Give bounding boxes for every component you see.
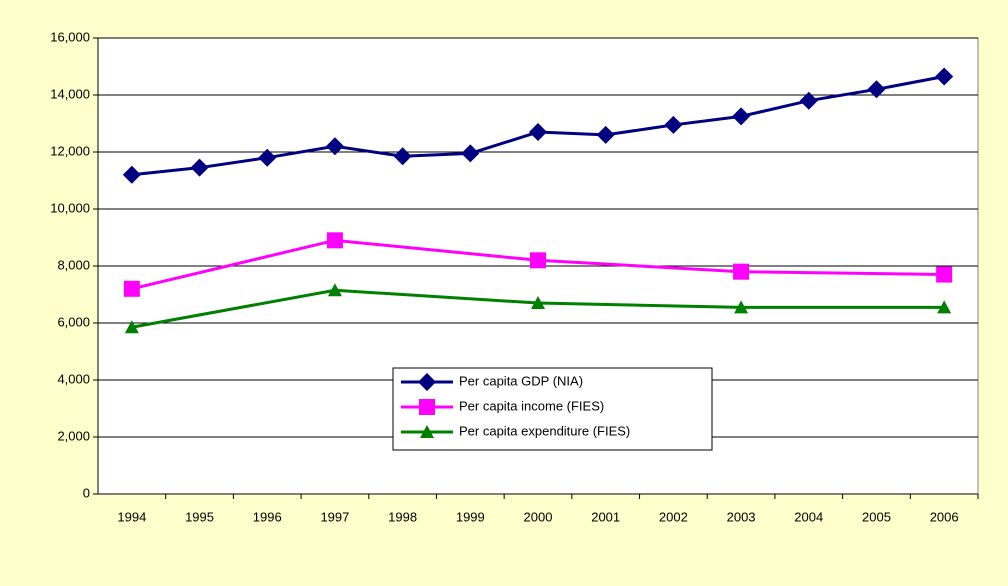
y-tick-label: 14,000 xyxy=(50,86,90,101)
y-tick-label: 10,000 xyxy=(50,200,90,215)
marker xyxy=(325,137,344,156)
marker xyxy=(122,165,141,184)
y-tick-label: 6,000 xyxy=(57,314,90,329)
y-tick-label: 12,000 xyxy=(50,143,90,158)
legend-label: Per capita income (FIES) xyxy=(459,398,604,413)
marker xyxy=(732,107,751,126)
legend-marker xyxy=(420,425,434,438)
x-tick-label: 1996 xyxy=(253,509,282,524)
x-tick-label: 1998 xyxy=(388,509,417,524)
marker xyxy=(529,123,547,142)
x-tick-label: 2006 xyxy=(930,509,959,524)
x-tick-label: 2003 xyxy=(727,509,756,524)
marker xyxy=(190,158,209,177)
y-tick-label: 16,000 xyxy=(50,29,90,44)
x-tick-label: 2004 xyxy=(794,509,823,524)
marker xyxy=(664,115,683,134)
marker xyxy=(326,232,343,249)
legend-label: Per capita GDP (NIA) xyxy=(459,373,583,388)
marker xyxy=(596,125,615,144)
marker xyxy=(867,80,886,99)
x-tick-label: 1997 xyxy=(320,509,349,524)
marker xyxy=(393,147,412,166)
marker xyxy=(124,320,139,334)
x-tick-label: 2005 xyxy=(862,509,891,524)
x-tick-label: 2001 xyxy=(591,509,620,524)
legend-label: Per capita expenditure (FIES) xyxy=(459,423,630,438)
marker xyxy=(734,300,749,314)
marker xyxy=(937,300,952,314)
marker xyxy=(258,148,277,167)
y-tick-label: 0 xyxy=(83,485,90,500)
marker xyxy=(733,263,750,280)
x-tick-label: 1995 xyxy=(185,509,214,524)
x-tick-label: 1999 xyxy=(456,509,485,524)
x-tick-label: 1994 xyxy=(117,509,146,524)
x-tick-label: 2002 xyxy=(659,509,688,524)
marker xyxy=(123,280,140,297)
x-tick-label: 2000 xyxy=(524,509,553,524)
marker xyxy=(530,252,546,269)
legend-marker xyxy=(419,399,435,415)
marker xyxy=(327,283,342,297)
y-tick-label: 2,000 xyxy=(57,428,90,443)
marker xyxy=(799,91,818,110)
marker xyxy=(935,67,954,86)
marker xyxy=(531,296,545,310)
y-tick-label: 8,000 xyxy=(57,257,90,272)
y-tick-label: 4,000 xyxy=(57,371,90,386)
marker xyxy=(461,144,480,163)
marker xyxy=(936,266,953,283)
legend-marker xyxy=(418,373,436,391)
